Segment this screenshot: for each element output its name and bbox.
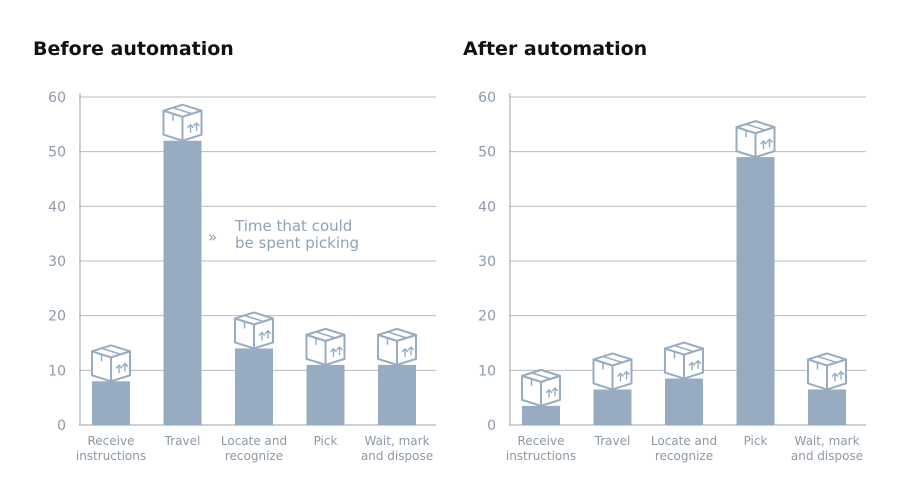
box-arrow-1 — [760, 140, 767, 150]
box-arrow-2 — [121, 362, 129, 372]
y-tick-label: 0 — [487, 418, 496, 434]
box-arrow-1 — [258, 331, 266, 341]
category-label-line: Locate and — [651, 434, 717, 448]
y-tick-label: 60 — [48, 90, 66, 106]
bar-group — [664, 341, 704, 425]
category-label-line: and dispose — [361, 449, 433, 463]
category-label: Wait, mark and dispose — [361, 434, 433, 463]
chart-panel-2: After automation 0 10 20 30 40 50 60 Receive inst… — [463, 38, 866, 463]
box-arrow-2 — [766, 138, 773, 148]
category-label: Pick — [314, 434, 338, 448]
box-arrow-1 — [688, 361, 696, 371]
bar — [306, 364, 345, 425]
box-arrow-2 — [336, 346, 343, 356]
box-arrow-1 — [831, 372, 839, 382]
box-arrow-1 — [115, 364, 123, 374]
bar-group — [91, 344, 131, 425]
double-chevron-icon: » — [208, 228, 217, 246]
box-tape — [244, 314, 264, 323]
category-label-line: instructions — [506, 449, 576, 463]
bar — [808, 389, 846, 425]
y-tick-label: 40 — [48, 199, 66, 215]
y-tick-label: 10 — [478, 363, 496, 379]
chart-panel-1: Before automation 0 10 20 30 40 50 60 Receive ins… — [33, 38, 436, 463]
category-label-line: Receive — [88, 434, 135, 448]
box-arrow-2 — [193, 121, 200, 131]
category-label-line: Locate and — [221, 434, 287, 448]
category-label-line: Pick — [744, 434, 768, 448]
category-label: Travel — [594, 434, 631, 448]
bar-group — [592, 352, 633, 425]
box-arrow-2 — [264, 329, 272, 339]
category-label-line: recognize — [655, 449, 713, 463]
category-label-line: Receive — [518, 434, 565, 448]
bar — [235, 348, 273, 425]
bar — [736, 157, 775, 425]
box-tape — [172, 107, 193, 115]
category-label-line: Wait, mark — [794, 434, 859, 448]
y-tick-label: 60 — [478, 90, 496, 106]
y-tick-label: 40 — [478, 199, 496, 215]
category-label-line: Travel — [594, 434, 631, 448]
y-tick-label: 20 — [478, 309, 496, 325]
annotation-line: be spent picking — [235, 234, 359, 252]
bar — [163, 140, 202, 425]
bar — [665, 378, 703, 425]
box-arrow-2 — [837, 370, 845, 380]
bar-group — [234, 311, 274, 425]
box-arrow-1 — [545, 388, 553, 398]
bar-group — [377, 327, 417, 425]
bar-group — [735, 120, 776, 425]
box-arrow-1 — [617, 372, 624, 382]
category-label-line: Travel — [164, 434, 201, 448]
chart-title: Before automation — [33, 38, 234, 60]
y-tick-label: 10 — [48, 363, 66, 379]
box-arrow-1 — [187, 123, 194, 133]
bar-group — [521, 368, 561, 425]
annotation-text: Time that could be spent picking — [234, 217, 359, 252]
bar — [92, 381, 130, 425]
category-label-line: Pick — [314, 434, 338, 448]
box-tape — [674, 344, 694, 353]
y-tick-label: 30 — [48, 254, 66, 270]
box-arrow-2 — [407, 346, 415, 356]
category-label-line: recognize — [225, 449, 283, 463]
box-tape — [745, 123, 766, 131]
y-tick-label: 50 — [48, 145, 66, 161]
box-tape — [387, 331, 407, 339]
y-tick-label: 0 — [57, 418, 66, 434]
box-tape — [101, 347, 121, 355]
category-label: Locate and recognize — [651, 434, 717, 463]
category-label: Pick — [744, 434, 768, 448]
category-label-line: instructions — [76, 449, 146, 463]
y-tick-label: 20 — [48, 309, 66, 325]
category-label: Travel — [164, 434, 201, 448]
box-arrow-2 — [551, 387, 559, 397]
box-arrow-1 — [330, 347, 337, 357]
annotation-line: Time that could — [234, 217, 352, 235]
category-label-line: Wait, mark — [364, 434, 429, 448]
category-label: Receive instructions — [76, 434, 146, 463]
box-arrow-2 — [694, 359, 702, 369]
bar — [378, 364, 416, 425]
box-tape — [602, 355, 623, 364]
category-label: Locate and recognize — [221, 434, 287, 463]
bar-group — [807, 352, 847, 425]
category-label: Receive instructions — [506, 434, 576, 463]
box-tape — [315, 331, 336, 339]
bar-group — [305, 327, 346, 425]
bar — [593, 389, 632, 425]
chart-title: After automation — [463, 38, 647, 60]
box-arrow-2 — [623, 370, 630, 380]
box-tape — [817, 355, 837, 364]
box-arrow-1 — [401, 347, 409, 357]
bar-group — [162, 103, 203, 425]
y-tick-label: 50 — [478, 145, 496, 161]
y-tick-label: 30 — [478, 254, 496, 270]
box-tape — [531, 372, 551, 380]
category-label: Wait, mark and dispose — [791, 434, 863, 463]
category-label-line: and dispose — [791, 449, 863, 463]
bar — [522, 405, 560, 425]
